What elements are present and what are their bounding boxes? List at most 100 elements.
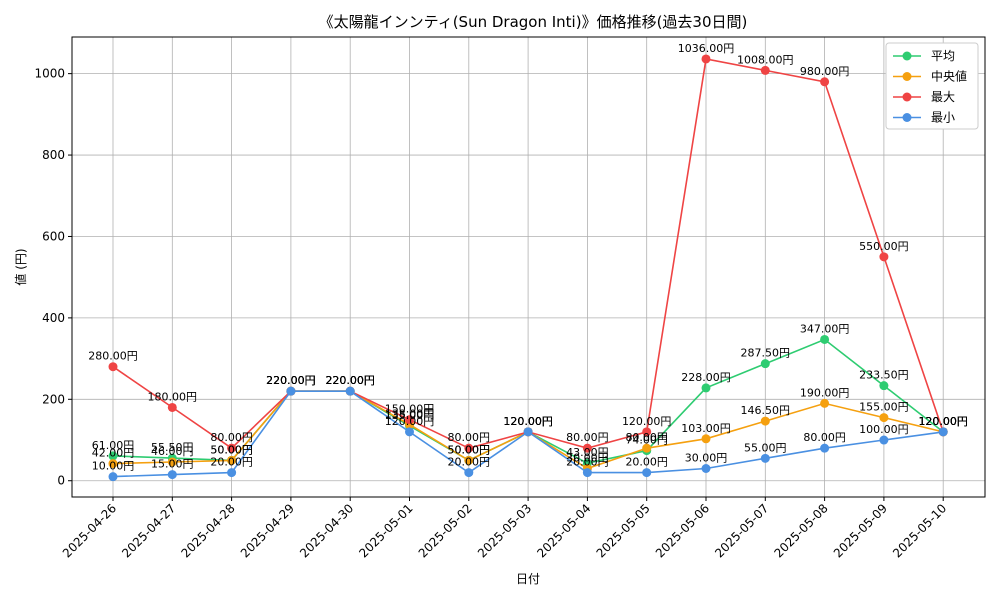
y-tick-label: 200 xyxy=(42,392,65,406)
legend-label: 平均 xyxy=(931,49,955,63)
data-label: 80.00円 xyxy=(448,431,491,444)
data-label: 50.00円 xyxy=(210,443,253,456)
legend-marker xyxy=(902,51,912,61)
y-tick-label: 1000 xyxy=(34,67,65,81)
x-tick-label: 2025-05-04 xyxy=(534,501,593,560)
data-point xyxy=(642,468,652,478)
data-label: 20.00円 xyxy=(566,456,609,469)
data-label: 80.00円 xyxy=(566,431,609,444)
data-label: 980.00円 xyxy=(800,65,850,78)
data-point xyxy=(879,252,889,262)
data-point xyxy=(701,464,711,474)
data-point xyxy=(760,359,770,369)
data-point xyxy=(820,398,830,408)
data-label: 135.00円 xyxy=(385,409,435,422)
data-point xyxy=(227,443,237,453)
data-point xyxy=(820,334,830,344)
data-label: 155.00円 xyxy=(859,401,909,414)
data-point xyxy=(227,468,237,478)
data-label: 50.00円 xyxy=(448,443,491,456)
data-label: 50.00円 xyxy=(210,443,253,456)
data-label: 550.00円 xyxy=(859,240,909,253)
x-tick-label: 2025-05-09 xyxy=(831,501,890,560)
data-point xyxy=(108,459,118,469)
data-point xyxy=(108,472,118,482)
data-label: 50.00円 xyxy=(448,443,491,456)
x-tick-label: 2025-04-29 xyxy=(238,501,297,560)
data-point xyxy=(167,457,177,467)
legend-marker xyxy=(902,72,912,81)
x-axis: 2025-04-26 2025-04-27 2025-04-28 2025-04-29… xyxy=(60,497,949,560)
data-label: 180.00円 xyxy=(148,390,198,403)
y-tick-label: 600 xyxy=(42,229,65,243)
y-axis: 0 200 400 600 800 1000 xyxy=(34,67,72,488)
y-tick-label: 0 xyxy=(57,474,65,488)
data-point xyxy=(642,443,652,453)
data-label: 220.00円 xyxy=(325,374,375,387)
data-label: 146.50円 xyxy=(741,404,791,417)
data-label: 347.00円 xyxy=(800,322,850,335)
data-label: 220.00円 xyxy=(266,374,316,387)
data-point xyxy=(582,443,592,453)
data-label: 10.00円 xyxy=(92,460,135,473)
x-tick-label: 2025-04-26 xyxy=(60,501,119,560)
data-label: 120.00円 xyxy=(503,415,553,428)
data-point xyxy=(879,413,889,423)
data-point xyxy=(820,77,830,87)
data-label: 61.00円 xyxy=(92,439,135,452)
data-label: 42.00円 xyxy=(92,447,135,460)
data-point xyxy=(108,362,118,372)
data-point xyxy=(345,386,355,396)
data-label: 220.00円 xyxy=(325,374,375,387)
data-label: 43.00円 xyxy=(566,446,609,459)
x-tick-label: 2025-05-05 xyxy=(594,501,653,560)
data-label: 228.00円 xyxy=(681,371,731,384)
data-point xyxy=(108,451,118,461)
data-point xyxy=(167,402,177,412)
data-point xyxy=(405,427,414,437)
data-label: 80.00円 xyxy=(625,431,668,444)
data-point xyxy=(464,468,474,478)
data-point xyxy=(760,65,770,75)
x-tick-label: 2025-05-02 xyxy=(416,501,475,560)
data-label: 30.00円 xyxy=(685,452,728,465)
data-point xyxy=(167,470,177,480)
x-tick-label: 2025-05-07 xyxy=(712,501,771,560)
data-label: 220.00円 xyxy=(266,374,316,387)
data-point xyxy=(464,443,474,453)
data-label: 120.00円 xyxy=(503,415,553,428)
data-point xyxy=(405,415,414,425)
data-label: 80.00円 xyxy=(210,431,253,444)
data-label: 103.00円 xyxy=(681,422,731,435)
data-point xyxy=(523,427,533,437)
legend-marker xyxy=(902,92,912,102)
y-tick-label: 400 xyxy=(42,311,65,325)
legend-label: 中央値 xyxy=(931,69,967,84)
y-axis-label: 値 (円) xyxy=(13,248,28,285)
data-point xyxy=(760,453,770,463)
data-label: 120.00円 xyxy=(385,415,435,428)
data-label: 220.00円 xyxy=(325,374,375,387)
data-label: 55.50円 xyxy=(151,441,194,454)
x-axis-label: 日付 xyxy=(516,572,540,586)
x-tick-label: 2025-05-10 xyxy=(890,501,949,560)
data-point xyxy=(701,434,711,444)
data-label: 150.00円 xyxy=(385,403,435,416)
data-label: 220.00円 xyxy=(325,374,375,387)
data-label: 138.00円 xyxy=(385,408,435,421)
data-label: 100.00円 xyxy=(859,423,909,436)
data-point xyxy=(642,427,652,437)
x-tick-label: 2025-04-30 xyxy=(297,501,356,560)
data-label: 20.00円 xyxy=(210,456,253,469)
data-label: 120.00円 xyxy=(918,415,968,428)
x-tick-label: 2025-04-27 xyxy=(119,501,178,560)
data-label: 74.00円 xyxy=(625,434,668,447)
data-point xyxy=(701,383,711,393)
data-label: 120.00円 xyxy=(503,415,553,428)
data-label: 190.00円 xyxy=(800,386,850,399)
x-tick-label: 2025-04-28 xyxy=(179,501,238,560)
legend-marker xyxy=(902,113,912,122)
data-label: 220.00円 xyxy=(266,374,316,387)
